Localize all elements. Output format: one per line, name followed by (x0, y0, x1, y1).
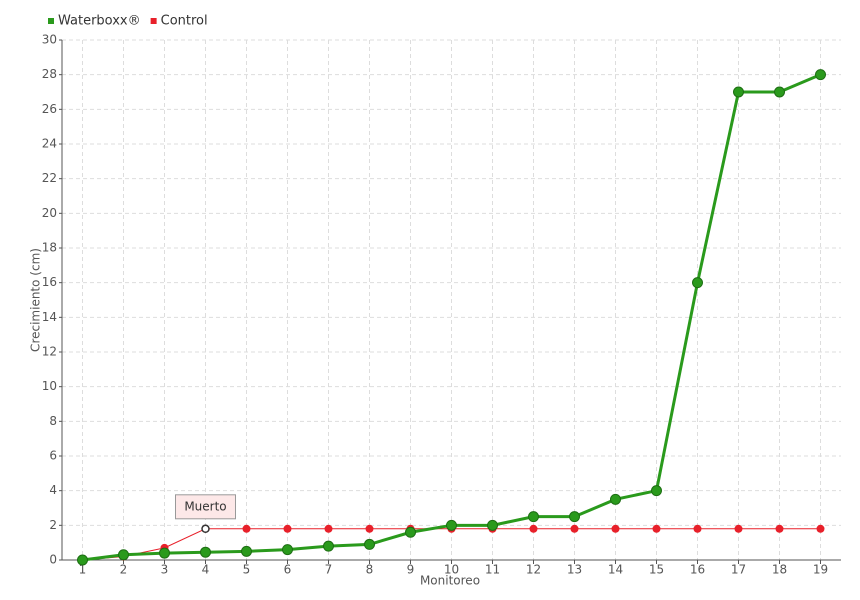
y-tick-label: 24 (42, 137, 57, 151)
x-axis-label: Monitoreo (420, 574, 480, 588)
point (815, 69, 826, 81)
annotation-text: Muerto (184, 499, 226, 513)
legend-swatch (48, 18, 54, 24)
x-tick-label: 3 (161, 563, 169, 577)
y-tick-label: 16 (42, 275, 57, 289)
y-tick-label: 30 (42, 33, 57, 47)
x-tick-label: 16 (690, 563, 705, 577)
x-tick-label: 14 (608, 563, 623, 577)
point (241, 545, 252, 557)
x-tick-label: 6 (284, 563, 292, 577)
point (365, 524, 374, 533)
x-tick-label: 18 (772, 563, 787, 577)
x-tick-label: 7 (325, 563, 333, 577)
point (610, 493, 621, 505)
point (283, 524, 292, 533)
x-tick-label: 11 (485, 563, 500, 577)
legend-swatch (150, 18, 157, 24)
x-tick-label: 15 (649, 563, 664, 577)
x-tick-label: 8 (366, 563, 374, 577)
y-tick-label: 2 (49, 518, 57, 532)
y-tick-label: 8 (49, 414, 57, 428)
point (159, 547, 170, 559)
point (200, 546, 211, 558)
point (282, 544, 293, 556)
x-tick-label: 12 (526, 563, 541, 577)
annotation-box (175, 494, 236, 520)
point (693, 524, 702, 533)
point (487, 519, 498, 531)
legend-label: Control (161, 14, 208, 29)
point (775, 524, 784, 533)
point (816, 524, 825, 533)
annotation-point (201, 524, 210, 534)
point (733, 86, 744, 98)
point (77, 554, 88, 566)
point (364, 538, 375, 550)
x-tick-label: 17 (731, 563, 746, 577)
x-tick-label: 1 (79, 563, 87, 577)
point (528, 511, 539, 523)
x-tick-label: 5 (243, 563, 251, 577)
point (652, 524, 661, 533)
point (611, 524, 620, 533)
y-tick-label: 14 (42, 310, 57, 324)
point (118, 549, 129, 561)
y-tick-label: 18 (42, 241, 57, 255)
y-tick-label: 10 (42, 379, 57, 393)
x-tick-label: 4 (202, 563, 210, 577)
point (692, 277, 703, 289)
x-tick-label: 19 (813, 563, 828, 577)
y-tick-label: 0 (49, 553, 57, 567)
point (405, 526, 416, 538)
y-tick-label: 20 (42, 206, 57, 220)
point (774, 86, 785, 98)
point (242, 524, 251, 533)
x-tick-label: 9 (407, 563, 415, 577)
y-tick-label: 6 (49, 449, 57, 463)
y-axis-label: Crecimiento (cm) (29, 248, 43, 352)
point (323, 540, 334, 552)
x-tick-label: 13 (567, 563, 582, 577)
point (651, 485, 662, 497)
x-tick-label: 2 (120, 563, 128, 577)
x-tick-label: 10 (444, 563, 459, 577)
y-tick-label: 4 (49, 483, 57, 497)
y-tick-label: 22 (42, 171, 57, 185)
y-tick-label: 28 (42, 67, 57, 81)
point (446, 519, 457, 531)
y-tick-label: 26 (42, 102, 57, 116)
point (569, 511, 580, 523)
legend-label: Waterboxx® (58, 14, 141, 29)
point (570, 524, 579, 533)
point (529, 524, 538, 533)
point (734, 524, 743, 533)
y-tick-label: 12 (42, 345, 57, 359)
point (324, 524, 333, 533)
